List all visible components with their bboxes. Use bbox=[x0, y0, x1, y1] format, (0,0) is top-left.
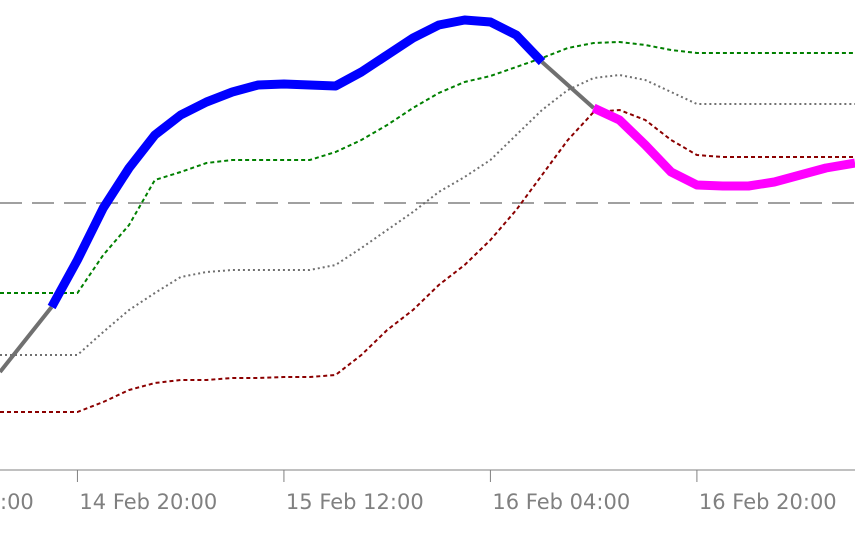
series-line bbox=[0, 305, 54, 374]
x-tick-label: 14 Feb 20:00 bbox=[79, 490, 217, 514]
x-tick-label: 15 Feb 12:00 bbox=[286, 490, 424, 514]
series-line bbox=[0, 74, 855, 356]
series-line bbox=[47, 15, 546, 310]
series-line bbox=[0, 109, 855, 413]
x-tick-label: 16 Feb 20:00 bbox=[699, 490, 837, 514]
x-tick-label: 16 Feb 04:00 bbox=[492, 490, 630, 514]
series-line bbox=[591, 103, 855, 191]
series-line bbox=[540, 60, 595, 110]
x-tick-label: :00 bbox=[0, 490, 34, 514]
